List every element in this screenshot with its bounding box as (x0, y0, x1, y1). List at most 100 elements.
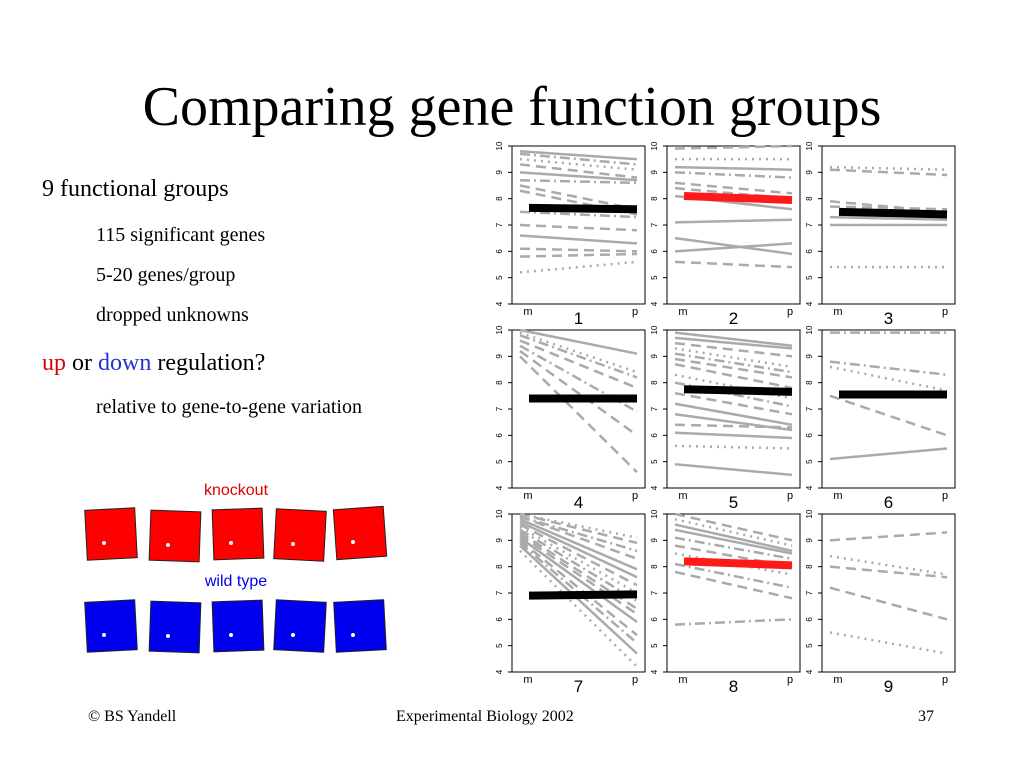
y-tick-label: 8 (650, 564, 659, 569)
footer-conference: Experimental Biology 2002 (396, 708, 574, 725)
y-tick-label: 7 (805, 406, 814, 411)
gene-line (519, 355, 638, 474)
gene-line (674, 336, 793, 350)
gene-line (829, 394, 948, 437)
panel-number: 3 (884, 309, 893, 328)
panel-4: 4 5 6 7 8 9 10 m p 4 (495, 325, 646, 512)
y-tick-label: 9 (495, 170, 504, 175)
gene-line (519, 523, 638, 587)
mean-line (683, 385, 793, 396)
y-tick-label: 6 (495, 617, 504, 622)
gene-line (519, 339, 638, 390)
panel-6: 4 5 6 7 8 9 10 m p 6 (805, 325, 956, 512)
panel-number: 8 (729, 677, 738, 696)
sub-bullet-genes-per-group: 5-20 genes/group (96, 264, 236, 286)
x-label-p: p (632, 674, 638, 686)
knockout-spot-2 (166, 543, 170, 547)
footer-page-number: 37 (918, 708, 934, 725)
gene-line (674, 181, 793, 195)
wildtype-spot-3 (229, 633, 233, 637)
x-label-p: p (942, 306, 948, 318)
x-label-p: p (942, 490, 948, 502)
sub-bullet-significant-genes: 115 significant genes (96, 224, 266, 246)
gene-line (674, 357, 793, 379)
y-tick-label: 5 (805, 643, 814, 648)
y-tick-label: 4 (495, 669, 504, 674)
y-tick-label: 10 (805, 141, 814, 150)
knockout-square-3 (211, 507, 265, 561)
footer-author: © BS Yandell (88, 708, 177, 725)
gene-line (674, 236, 793, 256)
gene-line (519, 512, 638, 539)
up-text: up (42, 350, 66, 376)
x-label-m: m (833, 674, 842, 686)
panel-number: 5 (729, 493, 738, 512)
gene-line (519, 350, 638, 437)
mean-line (528, 590, 638, 600)
y-tick-label: 7 (495, 590, 504, 595)
y-tick-label: 7 (650, 406, 659, 411)
gene-line (674, 331, 793, 348)
gene-line (829, 531, 948, 542)
wildtype-label: wild type (204, 573, 267, 590)
panel-number: 9 (884, 677, 893, 696)
gene-line (674, 518, 793, 547)
x-label-p: p (632, 490, 638, 502)
panel-number: 6 (884, 493, 893, 512)
gene-line (674, 463, 793, 477)
y-tick-label: 5 (805, 275, 814, 280)
or-text: or (66, 350, 98, 376)
y-tick-label: 8 (805, 380, 814, 385)
mean-line (683, 557, 793, 570)
panel-frame (821, 329, 956, 489)
gene-line (674, 341, 793, 358)
y-tick-label: 6 (650, 249, 659, 254)
y-tick-label: 8 (495, 196, 504, 201)
y-tick-label: 5 (650, 643, 659, 648)
gene-line (674, 552, 793, 576)
gene-line (519, 526, 638, 595)
gene-line (829, 631, 948, 655)
gene-line (519, 542, 638, 644)
y-tick-label: 7 (495, 406, 504, 411)
mean-line (528, 203, 638, 214)
y-tick-label: 4 (495, 301, 504, 306)
gene-line (829, 215, 948, 221)
y-tick-label: 9 (805, 170, 814, 175)
wildtype-spot-4 (291, 633, 295, 637)
panel-9: 4 5 6 7 8 9 10 m p 9 (805, 509, 956, 696)
gene-line (519, 150, 638, 161)
gene-line (674, 523, 793, 553)
gene-line (674, 363, 793, 390)
gene-line (519, 163, 638, 179)
y-tick-label: 7 (805, 222, 814, 227)
sub-bullet-relative-variation: relative to gene-to-gene variation (96, 396, 362, 418)
gene-line (829, 565, 948, 579)
y-tick-label: 10 (495, 509, 504, 518)
gene-line (674, 391, 793, 416)
knockout-squares (84, 505, 388, 563)
wildtype-square-1 (84, 599, 138, 653)
y-tick-label: 8 (805, 564, 814, 569)
knockout-spot-3 (229, 541, 233, 545)
gene-line (829, 168, 948, 177)
y-tick-label: 5 (805, 459, 814, 464)
wildtype-square-4 (273, 599, 327, 653)
gene-line (519, 223, 638, 232)
gene-line (829, 586, 948, 621)
gene-line (674, 431, 793, 440)
knockout-square-2 (148, 509, 202, 563)
y-tick-label: 8 (495, 564, 504, 569)
x-label-p: p (787, 306, 793, 318)
page-title: Comparing gene function groups (142, 76, 882, 138)
gene-line (829, 554, 948, 576)
panel-3: 4 5 6 7 8 9 10 m p 3 (805, 141, 956, 328)
gene-line (674, 512, 793, 542)
sub-bullet-dropped-unknowns: dropped unknowns (96, 304, 249, 326)
y-tick-label: 8 (805, 196, 814, 201)
x-label-m: m (833, 306, 842, 318)
y-tick-label: 5 (650, 275, 659, 280)
wildtype-square-3 (211, 599, 265, 653)
y-tick-label: 8 (650, 380, 659, 385)
